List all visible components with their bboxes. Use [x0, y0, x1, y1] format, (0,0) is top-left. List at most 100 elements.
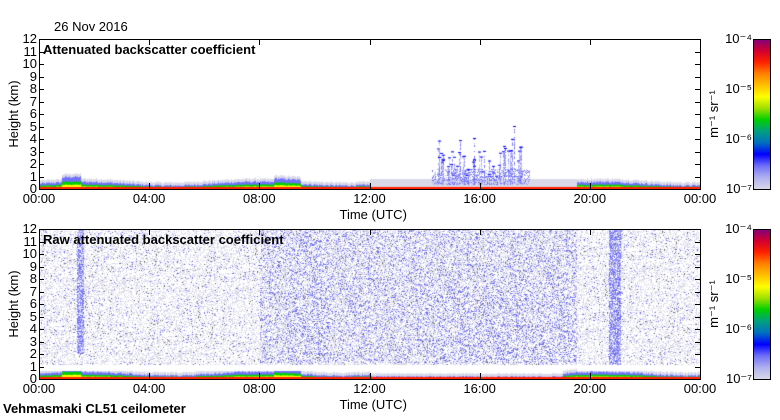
y-tick-mark	[39, 64, 44, 65]
y-tick-mark	[695, 279, 700, 280]
y-tick-label: 1	[29, 168, 37, 184]
y-tick-mark	[695, 304, 700, 305]
y-tick-mark	[695, 76, 700, 78]
y-tick-mark	[39, 254, 44, 255]
colorbar-tick-label: 10⁻⁶	[725, 131, 752, 146]
y-tick-label: 11	[23, 233, 38, 249]
y-tick-label: 4	[29, 321, 37, 336]
x-tick-label: 00:00	[22, 191, 56, 206]
y-tick-mark	[695, 101, 700, 103]
y-tick-mark	[39, 76, 44, 78]
colorbar-tick-label: 10⁻⁵	[725, 81, 752, 96]
y-tick-mark	[695, 114, 700, 115]
y-tick-mark	[39, 89, 44, 90]
plot-title: Raw attenuated backscatter coefficient	[43, 232, 284, 247]
x-tick-mark	[700, 229, 701, 235]
y-tick-mark	[695, 329, 700, 330]
x-tick-label: 04:00	[132, 191, 166, 206]
y-tick-mark	[695, 151, 700, 153]
x-tick-mark	[369, 183, 371, 189]
y-axis-label: Height (km)	[6, 270, 21, 338]
plot-frame	[39, 39, 701, 190]
y-tick-mark	[695, 341, 700, 343]
x-tick-mark	[589, 39, 591, 45]
x-tick-mark	[149, 183, 151, 189]
x-tick-mark	[589, 229, 591, 235]
backscatter-heatmap	[39, 39, 700, 189]
x-tick-mark	[589, 373, 591, 379]
x-tick-label: 16:00	[463, 381, 496, 396]
y-tick-mark	[695, 291, 700, 293]
x-tick-label: 00:00	[22, 381, 56, 396]
y-tick-mark	[39, 101, 44, 103]
y-tick-label: 1	[29, 358, 37, 374]
y-tick-label: 10	[22, 246, 37, 261]
y-tick-mark	[39, 126, 44, 128]
y-tick-mark	[39, 266, 44, 268]
y-tick-mark	[695, 229, 700, 230]
instrument-label: Vehmasmaki CL51 ceilometer	[3, 401, 186, 416]
y-axis-label: Height (km)	[6, 80, 21, 148]
x-axis-label: Time (UTC)	[339, 397, 407, 412]
y-tick-mark	[39, 304, 44, 305]
y-tick-label: 3	[29, 333, 37, 349]
x-tick-mark	[149, 229, 151, 235]
y-tick-mark	[39, 51, 44, 53]
y-tick-mark	[695, 126, 700, 128]
x-tick-mark	[39, 229, 40, 235]
x-tick-mark	[39, 183, 40, 189]
colorbar-tick-label: 10⁻⁴	[725, 221, 752, 236]
plot-title: Attenuated backscatter coefficient	[43, 42, 256, 57]
x-tick-mark	[369, 373, 371, 379]
y-tick-label: 2	[29, 156, 37, 171]
y-tick-label: 4	[29, 131, 37, 146]
y-tick-label: 3	[29, 143, 37, 159]
y-tick-mark	[695, 89, 700, 90]
x-tick-label: 12:00	[353, 381, 386, 396]
y-tick-mark	[695, 354, 700, 355]
y-tick-mark	[695, 316, 700, 318]
x-tick-mark	[589, 183, 591, 189]
y-tick-mark	[695, 139, 700, 140]
y-tick-label: 5	[29, 118, 37, 134]
y-tick-label: 2	[29, 346, 37, 361]
x-tick-label: 12:00	[353, 191, 386, 206]
x-axis-label: Time (UTC)	[339, 207, 407, 222]
y-tick-label: 9	[29, 68, 37, 84]
colorbar-frame	[753, 229, 771, 380]
y-tick-mark	[695, 379, 700, 380]
y-tick-mark	[695, 189, 700, 190]
colorbar	[753, 39, 770, 189]
y-tick-mark	[39, 229, 44, 230]
x-tick-mark	[479, 373, 481, 379]
x-tick-mark	[700, 39, 701, 45]
y-tick-mark	[695, 241, 700, 243]
y-tick-mark	[39, 151, 44, 153]
x-tick-mark	[479, 229, 481, 235]
colorbar	[753, 229, 770, 379]
x-tick-mark	[149, 373, 151, 379]
y-tick-label: 7	[29, 283, 37, 299]
y-tick-label: 10	[22, 56, 37, 71]
y-tick-label: 6	[29, 296, 37, 311]
y-tick-mark	[695, 176, 700, 178]
x-tick-mark	[39, 39, 40, 45]
colorbar-unit-label: m⁻¹ sr⁻¹	[706, 90, 721, 138]
x-tick-label: 04:00	[132, 381, 166, 396]
y-tick-mark	[695, 51, 700, 53]
x-tick-mark	[259, 229, 261, 235]
y-tick-mark	[39, 139, 44, 140]
colorbar-tick-label: 10⁻⁷	[725, 181, 752, 196]
y-tick-label: 9	[29, 258, 37, 274]
x-tick-mark	[479, 39, 481, 45]
x-tick-label: 00:00	[683, 381, 717, 396]
colorbar-unit-label: m⁻¹ sr⁻¹	[706, 280, 721, 328]
x-tick-label: 20:00	[573, 191, 607, 206]
x-tick-mark	[259, 373, 261, 379]
y-tick-mark	[39, 329, 44, 330]
y-tick-label: 7	[29, 93, 37, 109]
y-tick-label: 5	[29, 308, 37, 324]
colorbar-tick-label: 10⁻⁷	[725, 371, 752, 386]
x-tick-mark	[39, 373, 40, 379]
